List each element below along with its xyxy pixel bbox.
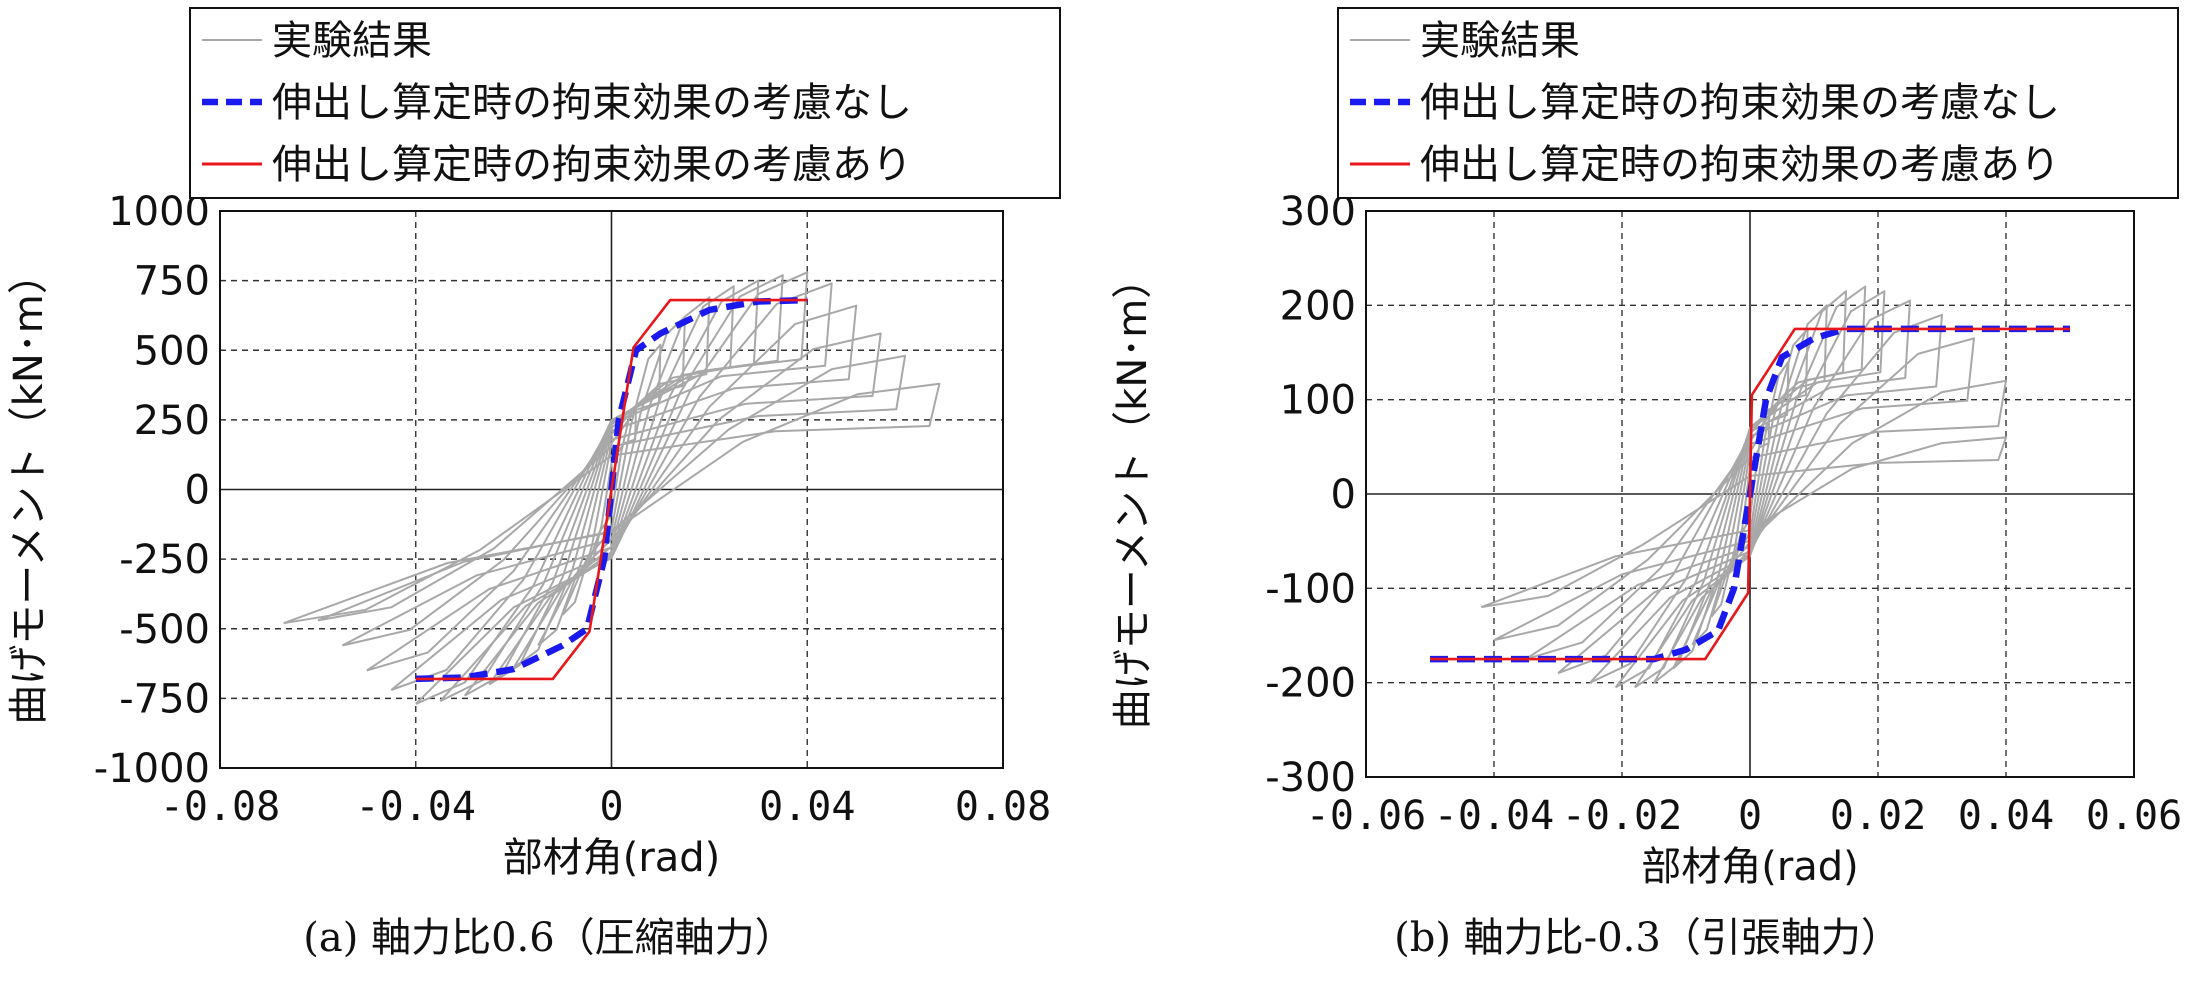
chart-b-x-tick-label: -0.06: [1306, 793, 1426, 839]
chart-a-experiment-loop: [283, 382, 941, 625]
chart-b-caption: (b) 軸力比-0.3（引張軸力）: [1394, 915, 1901, 961]
chart-a-experiment-loop: [366, 304, 858, 672]
chart-a-legend-label: 実験結果: [272, 18, 432, 64]
chart-b-legend-label: 伸出し算定時の拘束効果の考慮あり: [1420, 142, 2060, 188]
chart-a-x-tick-label: 0.04: [759, 784, 855, 830]
chart-a-y-tick-label: -1000: [94, 746, 210, 792]
chart-b-x-axis-label: 部材角(rad): [1641, 844, 1859, 890]
chart-panel-a: -0.08 -0.04 0 0.04 0.08 -1000 -750 -500 -250 0 250…: [0, 0, 1098, 997]
chart-b-x-tick-label: -0.04: [1434, 793, 1554, 839]
chart-b-x-tick-label: 0.02: [1830, 793, 1926, 839]
chart-b-legend-box: [1337, 7, 2179, 199]
chart-panel-b: -0.06 -0.04 -0.02 0 0.02 0.04 0.06 -300 -200 -100…: [1098, 0, 2197, 997]
chart-a-experiment-loop: [415, 271, 809, 705]
chart-b-x-tick-label: 0.04: [1958, 793, 2054, 839]
chart-b-y-tick-label: -200: [1265, 661, 1356, 707]
chart-a-model-line-with-confinement: [415, 298, 808, 681]
chart-b-y-tick-label: -100: [1265, 566, 1356, 612]
chart-a-x-axis-label: 部材角(rad): [503, 835, 721, 881]
chart-b-experiment-loop: [1525, 337, 1975, 661]
chart-a-legend-label: 伸出し算定時の拘束効果の考慮あり: [272, 142, 912, 188]
chart-b-x-tick-label: 0: [1738, 793, 1762, 839]
chart-a-experiment-loop: [537, 315, 686, 647]
chart-a-y-tick-label: 750: [134, 259, 210, 305]
chart-a-y-tick-label: -500: [119, 607, 210, 653]
chart-b-experiment-loop: [1480, 436, 2007, 609]
chart-b-svg: -0.06 -0.04 -0.02 0 0.02 0.04 0.06 -300 -200 -100…: [1110, 7, 2182, 890]
chart-a-experiment-loop: [390, 282, 833, 691]
chart-b-experiment-loop: [1493, 379, 2007, 642]
chart-b-y-tick-label: 100: [1280, 378, 1356, 424]
chart-b-y-axis-label: 曲げモーメント（kN･m）: [1110, 259, 1156, 729]
chart-b-y-tick-label: 200: [1280, 283, 1356, 329]
chart-a-x-tick-label: -0.04: [356, 784, 476, 830]
chart-a-experiment-loop: [341, 332, 882, 647]
chart-a-x-tick-label: 0: [599, 784, 623, 830]
chart-a-x-tick-label: -0.08: [160, 784, 280, 830]
chart-a-legend-label: 伸出し算定時の拘束効果の考慮なし: [272, 80, 912, 126]
chart-a-svg: -0.08 -0.04 0 0.04 0.08 -1000 -750 -500 -250 0 250…: [6, 7, 1061, 881]
chart-a-plot-frame: [219, 210, 1004, 769]
chart-b-legend-label: 伸出し算定時の拘束効果の考慮なし: [1420, 80, 2060, 126]
chart-a-data-layer: [283, 271, 941, 705]
chart-a-y-axis-label: 曲げモーメント（kN･m）: [6, 254, 52, 724]
chart-a-x-tick-label: 0.08: [955, 784, 1051, 830]
chart-a-legend-box: [189, 7, 1061, 199]
chart-a-caption: (a) 軸力比0.6（圧縮軸力）: [303, 915, 795, 961]
chart-b-model-line-with-confinement: [1430, 327, 2070, 661]
chart-b-x-tick-label: -0.02: [1562, 793, 1682, 839]
chart-a-y-tick-label: -250: [119, 537, 210, 583]
chart-a-y-tick-label: 250: [134, 398, 210, 444]
chart-b-x-tick-label: 0.06: [2086, 793, 2182, 839]
chart-b-data-layer: [1430, 285, 2070, 689]
chart-b-y-tick-label: 0: [1331, 472, 1356, 518]
chart-b-y-tick-label: -300: [1265, 755, 1356, 801]
chart-a-y-tick-label: -750: [119, 676, 210, 722]
chart-a-y-tick-label: 0: [185, 468, 210, 514]
chart-b-legend-label: 実験結果: [1420, 18, 1580, 64]
chart-b-plot-frame: [1365, 210, 2135, 778]
chart-a-y-tick-label: 500: [134, 328, 210, 374]
chart-b-experiment-loop: [1557, 313, 1943, 675]
